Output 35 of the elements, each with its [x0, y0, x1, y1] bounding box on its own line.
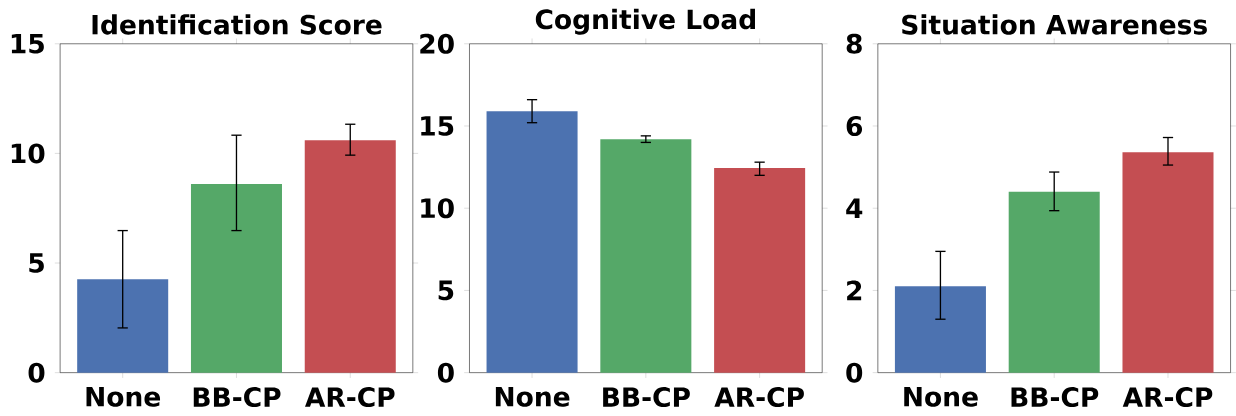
chart-title: Situation Awareness: [902, 14, 1207, 35]
y-tick-label: 10: [11, 143, 45, 164]
bar: [1122, 152, 1214, 373]
y-tick-label: 2: [847, 280, 862, 301]
y-tick-label: 8: [846, 33, 862, 54]
y-tick-label: 5: [438, 280, 454, 301]
bar: [714, 167, 806, 373]
bar: [600, 139, 692, 373]
y-tick-label: 15: [11, 33, 44, 54]
y-tick-label: 4: [846, 198, 863, 218]
bar: [304, 140, 396, 373]
y-tick-label: 0: [437, 362, 454, 383]
x-tick-label: AR-CP: [714, 387, 804, 408]
bar: [894, 286, 986, 373]
y-tick-label: 0: [846, 362, 863, 383]
x-tick-label: BB-CP: [603, 387, 690, 408]
x-tick-label: AR-CP: [305, 387, 395, 408]
bar: [486, 111, 578, 373]
bar: [190, 183, 282, 373]
bar: [1008, 191, 1100, 373]
y-tick-label: 10: [421, 198, 454, 219]
x-tick-label: BB-CP: [193, 387, 281, 408]
y-tick-label: 5: [29, 253, 44, 273]
y-tick-label: 0: [28, 362, 45, 383]
x-tick-label: None: [904, 387, 978, 407]
x-tick-label: None: [86, 387, 161, 407]
y-tick-label: 6: [846, 116, 863, 137]
bar: [77, 279, 169, 373]
y-tick-label: 20: [420, 33, 454, 54]
x-tick-label: AR-CP: [1122, 387, 1213, 408]
x-tick-label: BB-CP: [1011, 387, 1099, 408]
chart-title: Identification Score: [92, 14, 382, 35]
x-tick-label: None: [495, 387, 570, 407]
chart-title: Cognitive Load: [535, 8, 755, 35]
y-tick-label: 15: [421, 116, 454, 136]
